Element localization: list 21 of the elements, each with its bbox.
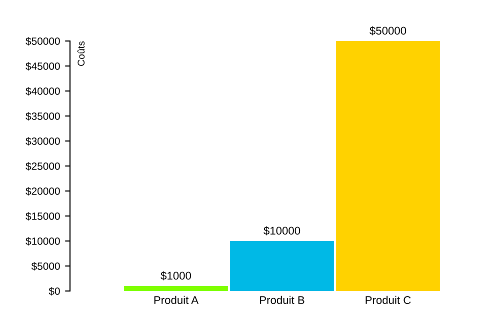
x-tick-label: Produit B	[260, 296, 304, 304]
y-axis-title: Coûts	[77, 41, 85, 66]
data-label: $50000	[370, 26, 406, 36]
bar	[124, 286, 228, 291]
y-tick-label: $35000	[26, 112, 60, 120]
y-tick-label: $25000	[26, 162, 60, 170]
y-tick-label: $10000	[26, 237, 60, 246]
y-tick-label: $45000	[26, 62, 60, 70]
y-tick-label: $30000	[26, 137, 60, 146]
x-tick-label: Produit A	[154, 296, 199, 304]
y-tick-label: $20000	[26, 187, 60, 196]
data-label: $10000	[264, 226, 300, 236]
bar	[230, 241, 334, 291]
y-tick-label: $15000	[26, 212, 60, 220]
y-tick-label: $0	[48, 287, 60, 296]
bar	[336, 41, 440, 291]
y-tick-label: $40000	[26, 87, 60, 96]
y-tick-label: $5000	[31, 262, 60, 270]
y-tick-label: $50000	[26, 37, 60, 46]
x-tick-label: Produit C	[366, 296, 411, 304]
data-label: $1000	[160, 271, 192, 280]
